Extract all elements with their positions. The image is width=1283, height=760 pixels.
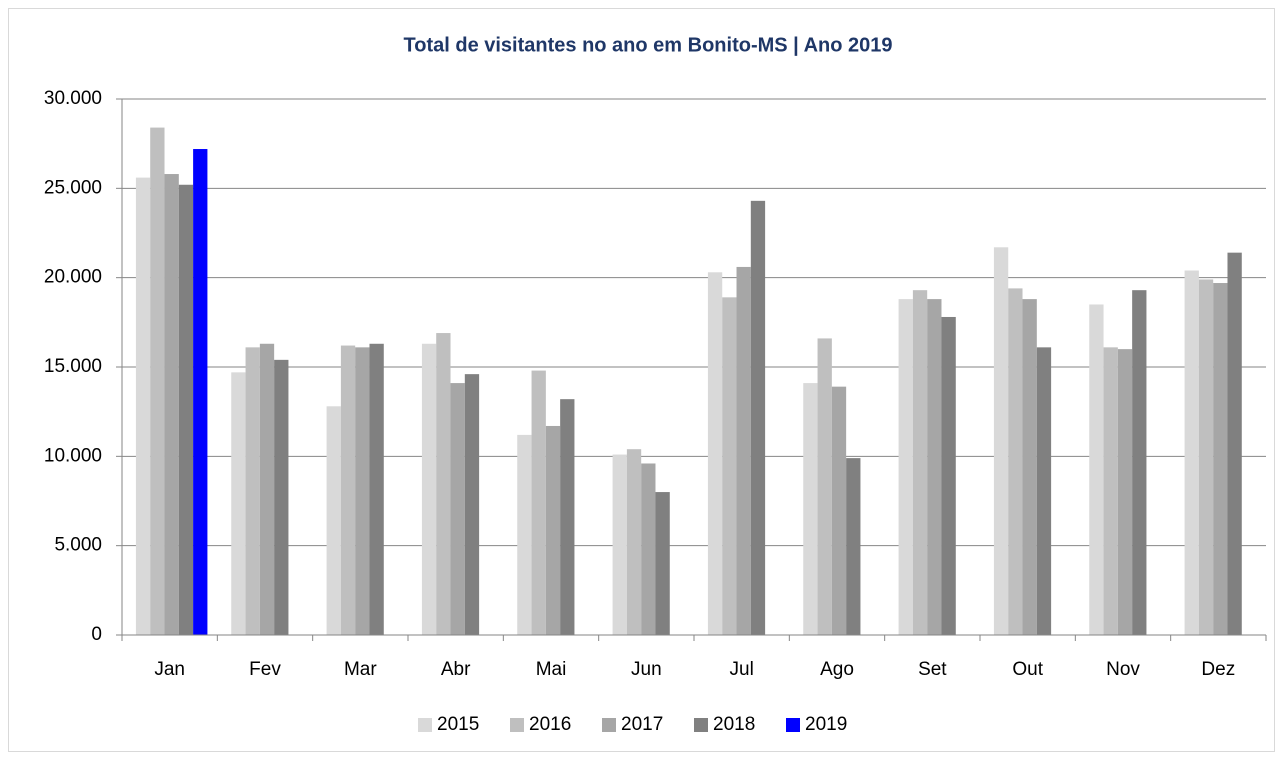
- bar: [545, 425, 561, 635]
- bar: [245, 347, 260, 635]
- legend-swatch: [510, 718, 524, 732]
- legend-label: 2019: [805, 714, 847, 735]
- bar: [355, 347, 370, 635]
- x-tick-label: Jul: [730, 659, 754, 680]
- bar: [1132, 290, 1147, 635]
- bar: [517, 434, 532, 635]
- x-tick-label: Jun: [631, 659, 662, 680]
- bar: [560, 399, 575, 635]
- bar: [421, 343, 437, 635]
- bar: [736, 266, 751, 635]
- bar: [641, 463, 656, 635]
- bar: [1198, 279, 1214, 635]
- bar: [626, 449, 642, 635]
- bar: [750, 200, 766, 635]
- bar: [912, 290, 928, 635]
- y-tick-label: 30.000: [44, 88, 102, 109]
- legend-label: 2017: [621, 714, 663, 735]
- legend-swatch: [602, 718, 616, 732]
- bar: [369, 343, 384, 635]
- chart-title: Total de visitantes no ano em Bonito-MS …: [404, 34, 893, 56]
- bar: [803, 383, 818, 635]
- y-tick-label: 25.000: [44, 177, 102, 198]
- bar: [1117, 349, 1133, 635]
- bar: [340, 345, 356, 635]
- bar: [450, 383, 465, 635]
- bar: [1213, 283, 1228, 635]
- x-tick-label: Set: [918, 659, 947, 680]
- legend-label: 2016: [529, 714, 571, 735]
- bar: [612, 454, 627, 635]
- bar: [1022, 299, 1037, 635]
- y-tick-label: 10.000: [44, 445, 102, 466]
- x-tick-label: Dez: [1201, 659, 1235, 680]
- x-tick-label: Mai: [536, 659, 567, 680]
- y-tick-label: 20.000: [44, 267, 102, 288]
- bar: [135, 177, 151, 635]
- bar: [531, 370, 546, 635]
- bar: [1089, 304, 1104, 635]
- bar: [178, 184, 194, 635]
- bar: [941, 316, 956, 635]
- legend-label: 2018: [713, 714, 755, 735]
- y-tick-label: 0: [91, 624, 102, 645]
- bar: [164, 174, 179, 636]
- x-tick-label: Out: [1012, 659, 1043, 680]
- bar: [436, 333, 451, 635]
- bar: [193, 149, 208, 635]
- bar: [1008, 288, 1023, 635]
- y-tick-label: 5.000: [54, 535, 102, 556]
- x-tick-label: Jan: [154, 659, 185, 680]
- bar: [1103, 347, 1118, 635]
- legend-swatch: [418, 718, 432, 732]
- legend-swatch: [786, 718, 800, 732]
- x-tick-label: Abr: [441, 659, 471, 680]
- bar: [259, 343, 275, 635]
- bar: [1184, 270, 1199, 635]
- bar: [722, 297, 737, 635]
- bar: [655, 492, 670, 635]
- bar: [927, 299, 942, 635]
- x-tick-label: Nov: [1106, 659, 1140, 680]
- y-tick-label: 15.000: [44, 356, 102, 377]
- x-tick-label: Fev: [249, 659, 281, 680]
- bar: [150, 127, 165, 635]
- bar: [326, 406, 341, 635]
- bar: [993, 247, 1009, 635]
- bar: [1227, 252, 1242, 636]
- bar: [274, 359, 289, 635]
- legend-label: 2015: [437, 714, 479, 735]
- x-tick-label: Ago: [820, 659, 854, 680]
- bar: [817, 338, 832, 635]
- legend-swatch: [694, 718, 708, 732]
- bar: [831, 386, 847, 635]
- bar: [231, 372, 246, 635]
- x-tick-label: Mar: [344, 659, 377, 680]
- bar: [1036, 347, 1052, 635]
- bar: [898, 299, 913, 635]
- bar: [464, 374, 480, 635]
- bar: [707, 272, 723, 635]
- bar: [846, 458, 861, 635]
